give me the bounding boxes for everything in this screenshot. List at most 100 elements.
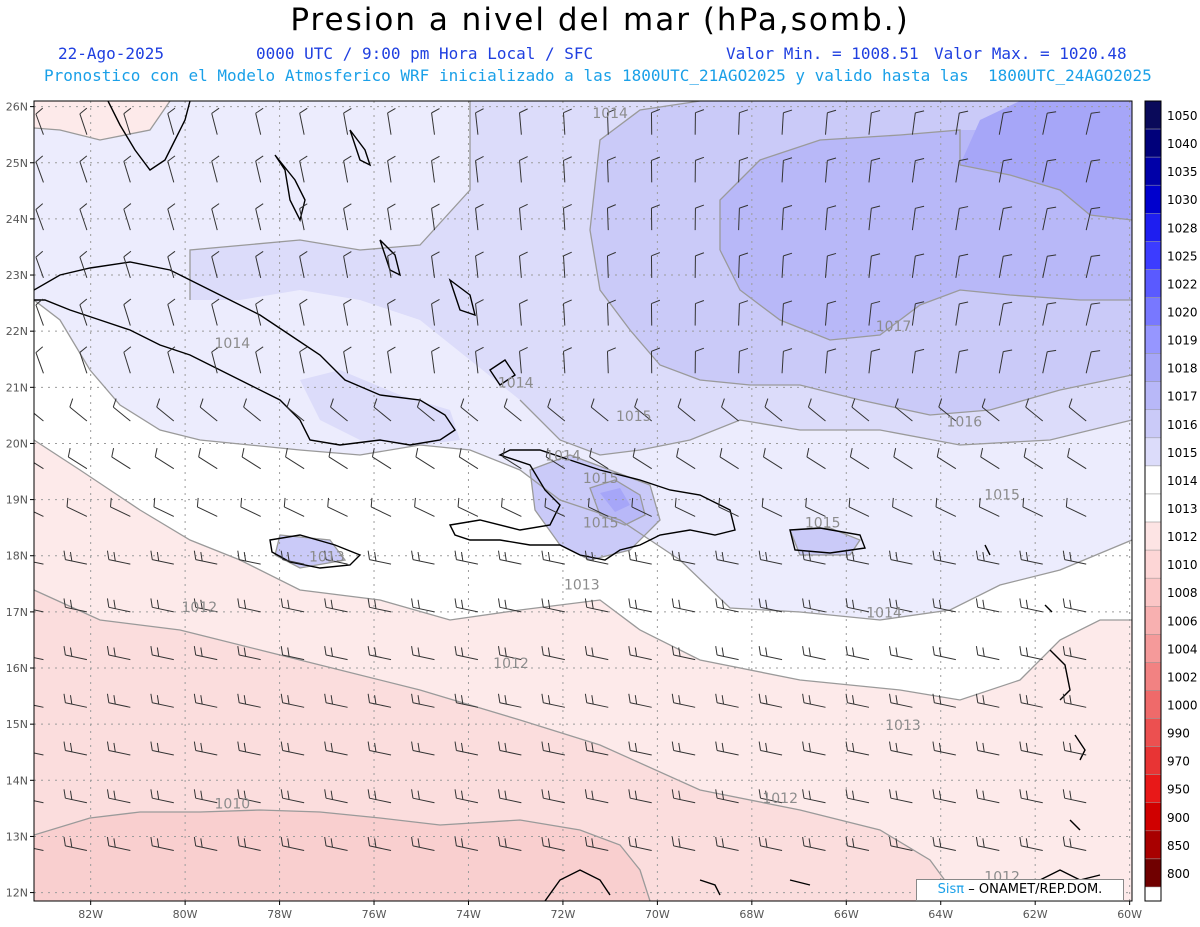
wind-barb-flag (324, 693, 327, 703)
wind-barb (1042, 208, 1048, 231)
wind-barb-flag (982, 790, 985, 800)
wind-barb-flag (563, 156, 572, 161)
wind-barb-flag (678, 790, 681, 800)
wind-barb-flag (915, 348, 925, 352)
wind-barb (892, 506, 913, 517)
lon-label: 64W (928, 908, 953, 921)
wind-barb-flag (871, 110, 881, 114)
wind-barb (977, 845, 1000, 851)
wind-barb-flag (374, 695, 377, 705)
wind-barb-flag (460, 551, 464, 562)
wind-barb-flag (938, 647, 942, 657)
wind-barb-flag (547, 551, 551, 562)
wind-barb-flag (852, 838, 855, 848)
wind-barb-flag (69, 599, 73, 609)
wind-barb (673, 749, 696, 756)
colorbar: 1050 1040 1035 1030 1028 1025 1022 1020 1019 1018… (1144, 100, 1198, 902)
wind-barb-flag (431, 346, 440, 352)
wind-barb-flag (27, 743, 28, 752)
wind-barb-flag (156, 398, 161, 408)
wind-barb (934, 606, 956, 613)
wind-barb-flag (721, 790, 725, 800)
wind-barb-flag (417, 551, 420, 562)
wind-barb-flag (1022, 497, 1025, 507)
wind-barb-flag (634, 551, 638, 562)
wind-barb (562, 303, 566, 326)
wind-barb-flag (802, 693, 805, 703)
wind-barb (343, 351, 349, 374)
wind-barb (934, 559, 956, 565)
wind-barb (475, 255, 479, 278)
wind-barb (34, 752, 44, 756)
wind-barb (868, 303, 872, 326)
wind-barb-flag (783, 348, 793, 352)
wind-barb-flag (758, 741, 762, 751)
wind-barb (716, 702, 739, 708)
wind-barb-flag (584, 789, 588, 799)
wind-barb-flag (123, 250, 132, 258)
colorbar-label: 1016 (1167, 418, 1198, 432)
colorbar-label: 1050 (1167, 109, 1198, 123)
wind-barb-flag (237, 836, 240, 846)
wind-barb-flag (243, 695, 247, 705)
wind-barb (998, 351, 1004, 374)
wind-barb (543, 845, 565, 851)
wind-barb-flag (547, 398, 552, 408)
wind-barb-flag (959, 253, 969, 257)
wind-barb-flag (1065, 497, 1068, 507)
wind-barb (369, 559, 392, 565)
wind-barb-flag (1019, 836, 1022, 846)
wind-barb-flag (1019, 789, 1022, 799)
wind-barb-flag (475, 346, 484, 352)
wind-barb (781, 160, 784, 183)
wind-barb (848, 506, 870, 517)
wind-barb (895, 406, 913, 422)
wind-barb-flag (721, 599, 725, 609)
wind-barb (562, 160, 566, 183)
colorbar-swatch (1144, 690, 1162, 719)
wind-barb-flag (1069, 695, 1072, 705)
wind-barb-flag (982, 599, 985, 609)
wind-barb (211, 256, 218, 278)
wind-barb (934, 797, 956, 804)
wind-barb (586, 797, 609, 804)
wind-barb-flag (106, 741, 110, 751)
wind-barb (387, 112, 392, 135)
wind-barb (1085, 304, 1092, 326)
isobar-label: 1014 (866, 605, 902, 621)
wind-barb (588, 506, 609, 517)
wind-barb-flag (519, 108, 528, 114)
wind-barb-flag (1062, 836, 1066, 846)
isobar-label: 1014 (498, 375, 534, 391)
wind-barb-flag (454, 836, 457, 846)
wind-barb-flag (196, 497, 199, 507)
wind-barb-flag (802, 836, 805, 846)
colorbar-label: 800 (1167, 867, 1190, 881)
wind-barb-flag (387, 203, 396, 209)
wind-barb (255, 160, 262, 183)
wind-barb (716, 797, 739, 804)
wind-barb (167, 304, 175, 326)
wind-barb-flag (915, 110, 925, 114)
colorbar-swatch (1144, 606, 1162, 635)
wind-barb-flag (156, 647, 160, 657)
wind-barb-flag (519, 347, 528, 352)
wind-barb (1064, 559, 1087, 565)
wind-barb-flag (936, 448, 940, 458)
wind-barb-flag (591, 742, 594, 752)
wind-barb (606, 208, 609, 231)
colorbar-swatch (1144, 437, 1162, 467)
wind-barb (35, 256, 44, 279)
wind-barb-flag (343, 251, 352, 257)
wind-barb (195, 749, 218, 756)
wind-barb-flag (504, 599, 507, 609)
wind-barb-flag (200, 695, 203, 705)
wind-barb (825, 208, 828, 231)
wind-barb (847, 606, 870, 613)
wind-barb (955, 160, 960, 183)
wind-barb-flag (193, 550, 197, 560)
wind-barb-flag (808, 695, 811, 705)
wind-barb-flag (150, 550, 153, 560)
wind-barb-flag (671, 550, 675, 560)
wind-barb-flag (852, 695, 855, 705)
